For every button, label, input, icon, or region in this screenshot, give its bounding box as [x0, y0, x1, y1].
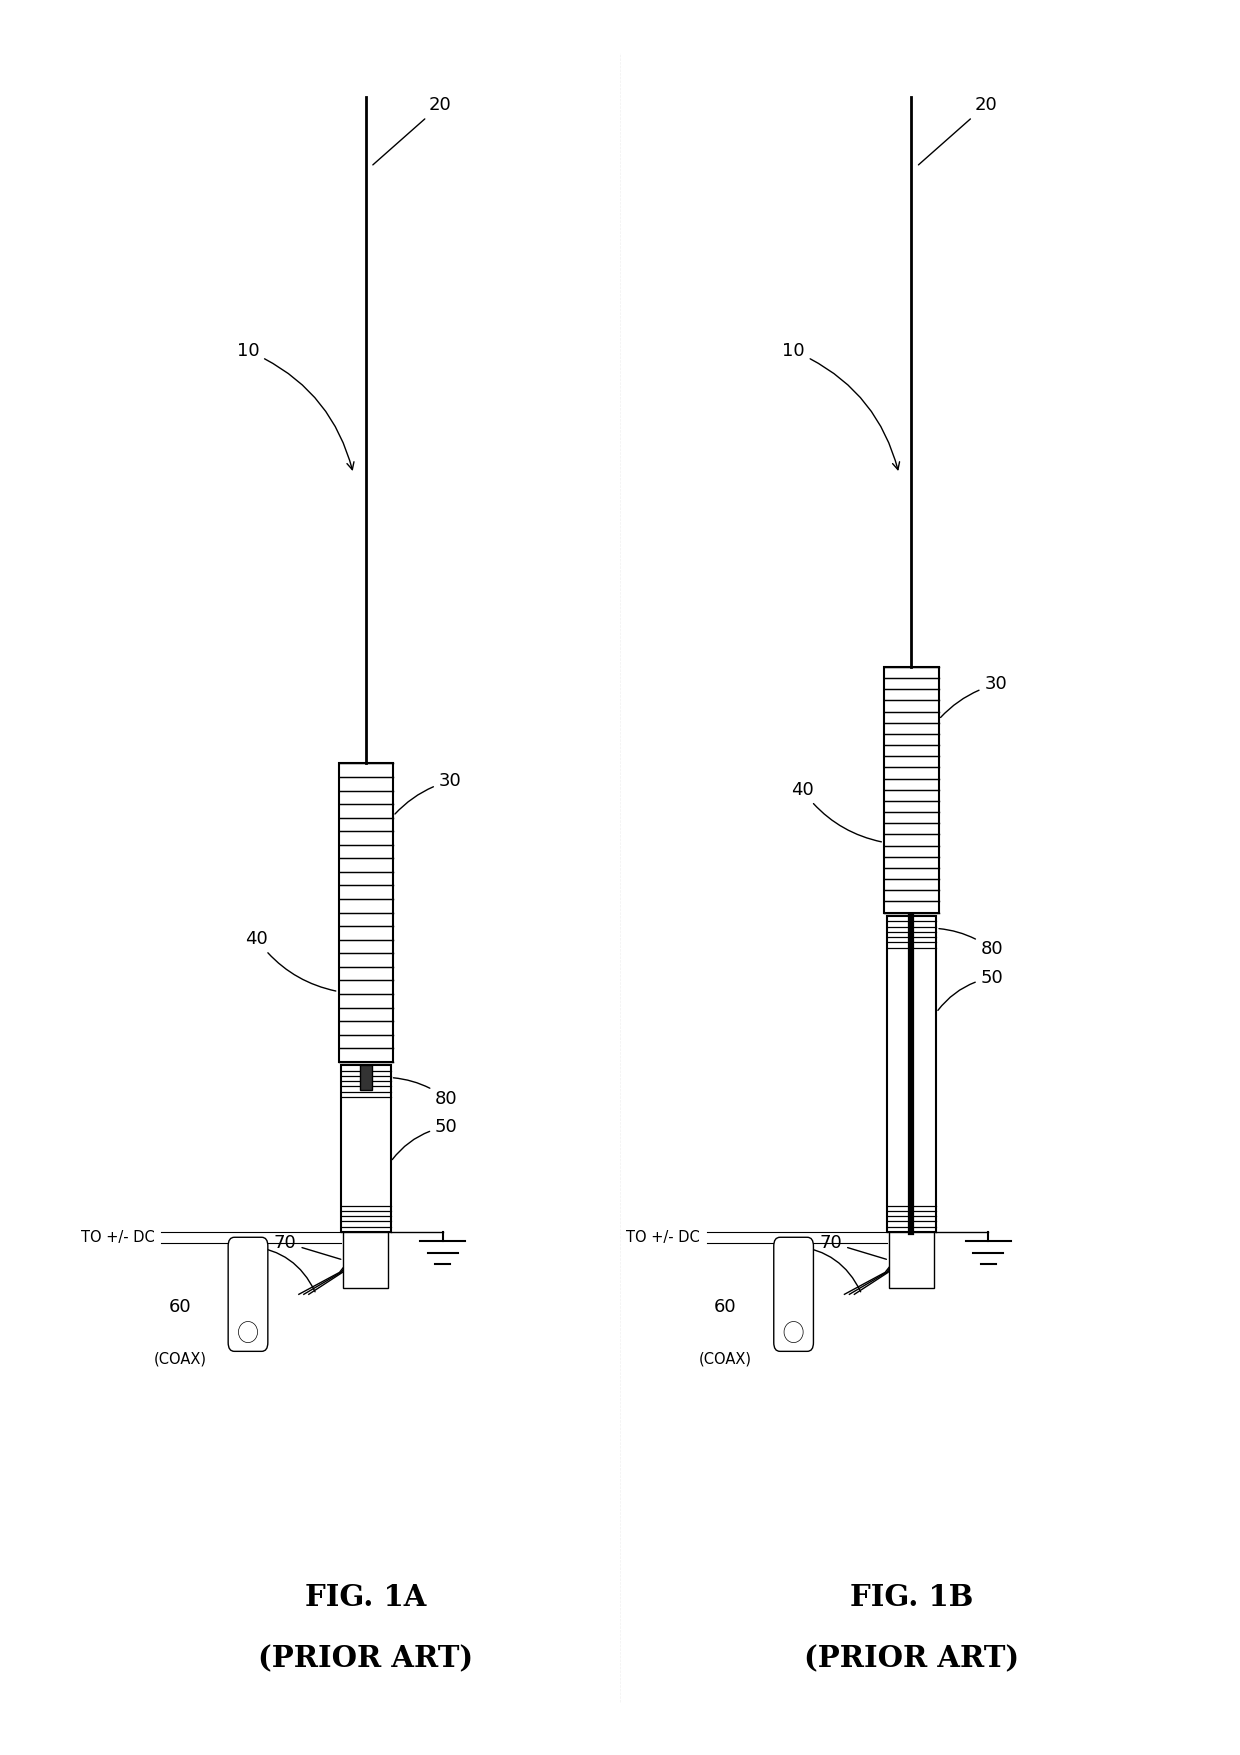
Text: (COAX): (COAX) [699, 1351, 751, 1367]
Text: (PRIOR ART): (PRIOR ART) [804, 1644, 1019, 1673]
Text: 70: 70 [274, 1234, 341, 1260]
Text: 70: 70 [820, 1234, 887, 1260]
Text: FIG. 1A: FIG. 1A [305, 1583, 427, 1611]
Text: 60: 60 [714, 1299, 737, 1316]
Text: 80: 80 [393, 1078, 458, 1107]
Bar [884, 667, 939, 913]
Text: TO +/- DC: TO +/- DC [81, 1230, 154, 1244]
FancyBboxPatch shape [228, 1237, 268, 1351]
Bar [360, 1065, 372, 1090]
Bar [339, 763, 393, 1062]
Text: 80: 80 [939, 928, 1003, 958]
FancyBboxPatch shape [774, 1237, 813, 1351]
Bar [341, 1065, 391, 1232]
Text: TO +/- DC: TO +/- DC [626, 1230, 699, 1244]
Text: 20: 20 [919, 97, 997, 165]
Ellipse shape [784, 1322, 804, 1343]
Text: 10: 10 [237, 342, 353, 470]
Text: 40: 40 [791, 781, 882, 842]
Ellipse shape [238, 1322, 258, 1343]
Text: 40: 40 [246, 930, 336, 992]
Text: 20: 20 [373, 97, 451, 165]
Text: (PRIOR ART): (PRIOR ART) [258, 1644, 474, 1673]
Text: 30: 30 [941, 676, 1007, 718]
Text: 10: 10 [782, 342, 899, 470]
Text: 50: 50 [937, 969, 1003, 1011]
Bar [343, 1232, 388, 1288]
Text: (COAX): (COAX) [154, 1351, 206, 1367]
Text: 60: 60 [169, 1299, 191, 1316]
Bar [887, 916, 936, 1232]
Text: 50: 50 [392, 1118, 458, 1160]
Bar [889, 1232, 934, 1288]
Text: 30: 30 [396, 772, 461, 814]
Text: FIG. 1B: FIG. 1B [849, 1583, 973, 1611]
